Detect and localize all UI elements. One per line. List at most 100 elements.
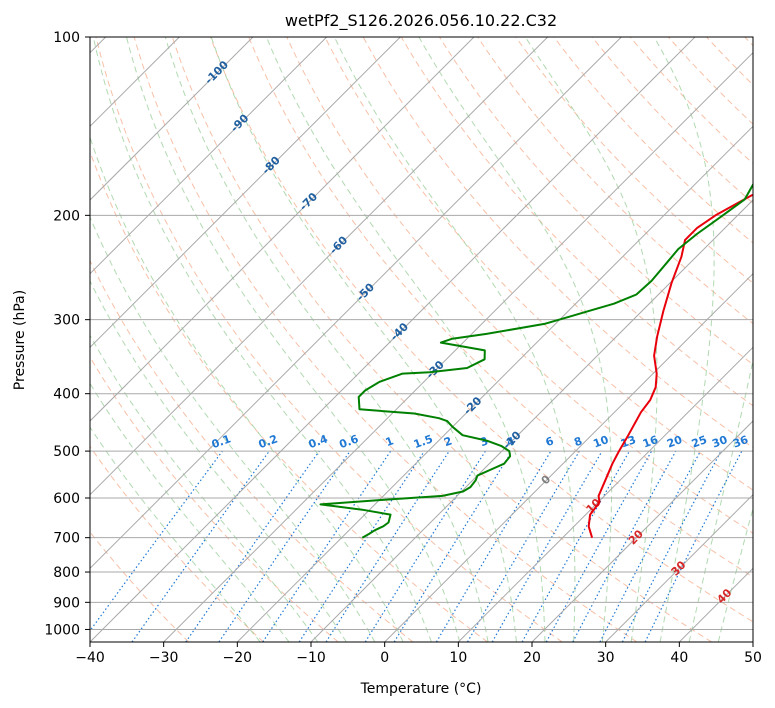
mixing-ratio-label: 0.2 xyxy=(257,432,280,451)
mixing-ratio-label: 13 xyxy=(619,433,638,450)
isotherm-gridline xyxy=(90,37,549,496)
moist-adiabat-line xyxy=(90,426,261,642)
mixing-ratio-label: 6 xyxy=(544,434,556,449)
mixing-ratio-line xyxy=(262,450,392,642)
dewpoint-profile-line xyxy=(319,182,753,539)
mixing-ratio-label: 36 xyxy=(731,433,750,451)
isotherm-gridline xyxy=(90,37,696,642)
mixing-ratio-label: 20 xyxy=(665,433,684,451)
mixing-ratio-label: 0.4 xyxy=(307,432,330,451)
dry-adiabat-line xyxy=(95,37,563,642)
isotherm-gridline xyxy=(163,51,753,642)
mixing-ratio-label: 0.1 xyxy=(210,432,233,451)
dry-adiabat-line xyxy=(591,37,753,204)
dry-adiabat-line xyxy=(629,37,753,165)
dry-adiabat-line xyxy=(286,37,753,534)
x-tick-label: 40 xyxy=(670,650,688,666)
mixing-ratio-label: 8 xyxy=(572,434,584,449)
isotherm-gridline xyxy=(310,199,753,642)
dry-adiabat-line xyxy=(171,37,712,642)
y-tick-label: 900 xyxy=(53,595,80,611)
isotherm-gridline xyxy=(457,346,753,642)
x-tick-label: 20 xyxy=(523,650,541,666)
x-tick-label: 0 xyxy=(380,650,389,666)
profile-series xyxy=(319,182,753,539)
mixing-ratio-line xyxy=(325,450,450,642)
mixing-ratio-label: 0.6 xyxy=(338,432,361,451)
mixing-ratio-label: 3 xyxy=(478,434,490,449)
mixing-ratio-label: 4 xyxy=(505,434,517,449)
dry-adiabat-line xyxy=(90,445,264,642)
x-tick-label: −40 xyxy=(75,650,105,666)
moist-adiabat-line xyxy=(164,37,489,642)
isotherm-gridline xyxy=(90,37,254,201)
isotherm-gridline xyxy=(531,420,753,642)
mixing-ratio-line xyxy=(131,450,270,642)
moist-adiabat-line xyxy=(90,334,319,642)
mixing-ratio-line xyxy=(545,450,653,642)
mixing-ratio-line xyxy=(521,450,631,642)
moist-adiabat-line xyxy=(210,37,517,642)
moist-adiabat-line xyxy=(717,506,753,642)
chart-title: wetPf2_S126.2026.056.10.22.C32 xyxy=(285,11,557,31)
mixing-ratio-label: 2 xyxy=(442,434,454,449)
mixing-ratio-label: 30 xyxy=(710,433,729,451)
moist-adiabat-line xyxy=(333,37,576,642)
y-axis-title: Pressure (hPa) xyxy=(12,290,28,390)
mixing-ratio-line xyxy=(393,450,513,642)
isotherm-gridline xyxy=(90,37,622,570)
isotherm-gridline xyxy=(236,125,753,642)
x-tick-label: −10 xyxy=(296,650,326,666)
dry-adiabat-line xyxy=(438,37,753,366)
moist-adiabat-line xyxy=(90,215,376,642)
plot-frame xyxy=(89,36,754,643)
dry-adiabat-line xyxy=(90,150,488,642)
mixing-ratio-label: 16 xyxy=(641,433,660,451)
isotherm-gridline xyxy=(90,37,328,275)
moist-adiabat-line xyxy=(688,358,753,642)
mixing-ratio-line xyxy=(644,450,743,642)
y-tick-label: 500 xyxy=(53,444,80,460)
x-axis-title: Temperature (°C) xyxy=(360,681,482,697)
dry-adiabat-line xyxy=(248,37,753,578)
y-tick-label: 200 xyxy=(53,208,80,224)
mixing-ratio-line xyxy=(572,450,677,642)
dry-adiabat-line xyxy=(553,37,753,244)
moist-adiabat-line xyxy=(653,37,715,642)
dry-adiabat-line xyxy=(477,37,753,325)
moist-adiabat-line xyxy=(524,37,658,642)
moist-adiabat-line xyxy=(126,37,461,642)
moist-adiabat-line xyxy=(90,135,404,642)
grid-lines xyxy=(90,37,753,642)
mixing-ratio-label: 25 xyxy=(690,433,709,450)
dry-adiabat-line xyxy=(133,37,638,642)
dry-adiabat-line xyxy=(400,37,753,407)
y-tick-label: 300 xyxy=(53,313,80,329)
moist-adiabat-line xyxy=(266,37,546,642)
isotherm-gridline xyxy=(384,272,753,642)
background-lines xyxy=(90,37,753,642)
mixing-ratio-label: 10 xyxy=(591,433,610,451)
mixing-ratio-label: 1 xyxy=(384,434,396,449)
y-tick-label: 700 xyxy=(53,531,80,547)
axis-ticks: −40 −30 −20 −10 0 10 20 30 40 5010020030040050060… xyxy=(44,30,762,666)
y-tick-label: 100 xyxy=(53,30,80,46)
x-tick-label: 30 xyxy=(597,650,615,666)
x-tick-label: −20 xyxy=(223,650,253,666)
y-tick-label: 600 xyxy=(53,491,80,507)
temperature-profile-line xyxy=(587,193,753,538)
y-tick-label: 400 xyxy=(53,387,80,403)
mixing-ratio-label: 1.5 xyxy=(412,432,435,451)
x-tick-label: −30 xyxy=(149,650,179,666)
mixing-ratio-line xyxy=(185,450,320,642)
dry-adiabat-line xyxy=(90,259,414,642)
x-tick-label: 50 xyxy=(744,650,762,666)
mixing-ratio-line xyxy=(218,450,351,642)
isotherm-gridline xyxy=(90,37,475,422)
x-tick-label: 10 xyxy=(449,650,467,666)
isotherm-gridline xyxy=(90,37,401,349)
mixing-ratio-line xyxy=(90,450,223,632)
moist-adiabat-line xyxy=(92,37,432,642)
